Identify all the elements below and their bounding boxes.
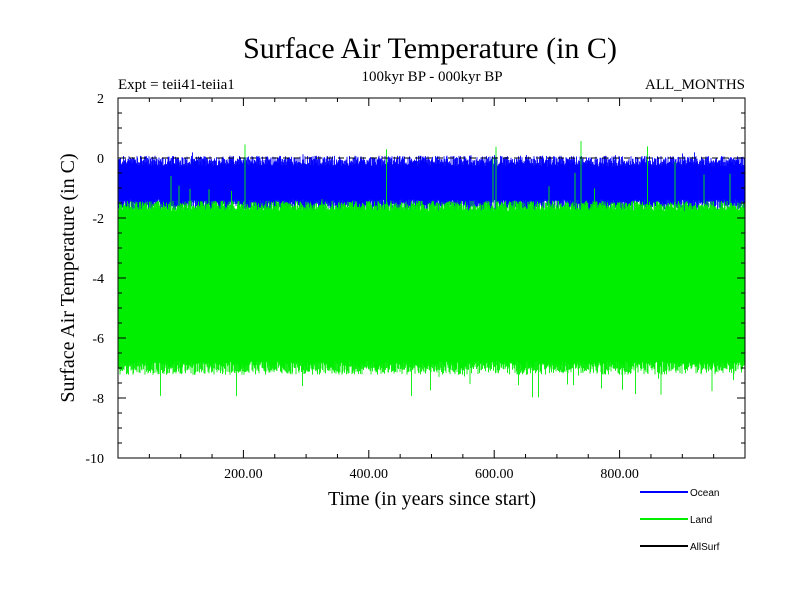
legend-label: Land: [690, 515, 712, 526]
y-tick-label: 2: [97, 92, 104, 107]
legend-label: Ocean: [690, 488, 719, 499]
legend-item-ocean: Ocean: [640, 488, 719, 499]
chart-annotation-left: Expt = teii41-teiia1: [118, 77, 235, 93]
y-tick-label: -6: [92, 332, 104, 347]
chart-subtitle: 100kyr BP - 000kyr BP: [361, 69, 502, 85]
x-tick-label: 400.00: [350, 467, 389, 482]
y-tick-label: -10: [85, 452, 104, 467]
legend-item-land: Land: [640, 515, 712, 526]
chart-title: Surface Air Temperature (in C): [243, 32, 617, 65]
x-axis-label: Time (in years since start): [328, 488, 536, 510]
series-band-land: [118, 141, 745, 398]
legend-label: AllSurf: [690, 542, 720, 553]
y-tick-label: -2: [92, 212, 104, 227]
y-tick-label: -8: [92, 392, 104, 407]
series-land: [118, 141, 745, 398]
y-tick-label: 0: [97, 152, 104, 167]
x-tick-label: 200.00: [224, 467, 263, 482]
x-tick-label: 600.00: [475, 467, 514, 482]
x-tick-label: 800.00: [600, 467, 639, 482]
y-tick-label: -4: [92, 272, 104, 287]
plot-area: [118, 141, 745, 398]
legend: Ocean Land AllSurf: [640, 488, 720, 553]
legend-item-allsurf: AllSurf: [640, 542, 720, 553]
y-axis-label: Surface Air Temperature (in C): [57, 153, 79, 402]
chart-annotation-right: ALL_MONTHS: [645, 77, 745, 93]
axes: -10 -8 -6 -4 -2 0 2 200.00 400.00 600.00 800.00: [85, 92, 746, 482]
